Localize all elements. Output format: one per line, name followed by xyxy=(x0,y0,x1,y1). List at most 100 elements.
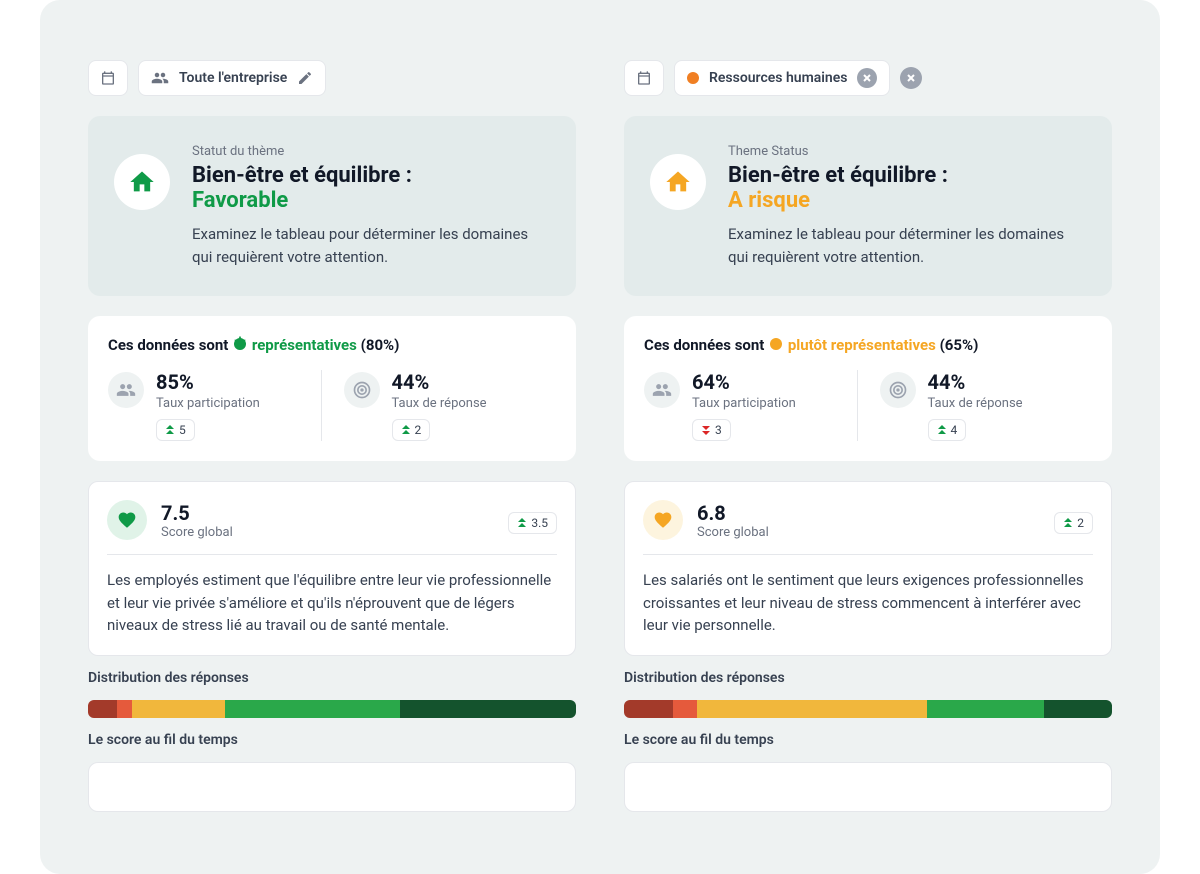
distribution-bar xyxy=(88,700,576,718)
people-icon xyxy=(151,69,169,87)
time-series-card xyxy=(88,762,576,812)
remove-filter-button[interactable] xyxy=(857,68,877,88)
certified-badge-icon xyxy=(232,336,248,356)
chevron-up-icon xyxy=(517,518,527,528)
score-delta: 3.5 xyxy=(508,512,557,534)
target-icon xyxy=(888,380,908,400)
time-series-card xyxy=(624,762,1112,812)
theme-status-card: Statut du thème Bien-être et équilibre :… xyxy=(88,116,576,296)
response-metric: 44% Taux de réponse 2 xyxy=(321,370,557,441)
metric-texts: 85% Taux participation 5 xyxy=(156,370,260,441)
dashboard-container: Toute l'entreprise Statut du thème Bien-… xyxy=(40,0,1160,874)
participation-metric: 64% Taux participation 3 xyxy=(644,370,857,441)
scope-filter-chip[interactable]: Ressources humaines xyxy=(674,60,890,96)
delta-value: 3 xyxy=(715,423,722,437)
right-column: Ressources humaines Theme Status Bien-êt… xyxy=(624,60,1112,874)
scope-filter-button[interactable]: Toute l'entreprise xyxy=(138,60,326,96)
score-card: 6.8 Score global 2 Les salariés ont le s… xyxy=(624,481,1112,656)
status-texts: Theme Status Bien-être et équilibre : A … xyxy=(728,144,1086,268)
calendar-button[interactable] xyxy=(88,60,128,96)
distribution-segment xyxy=(400,700,576,718)
home-icon xyxy=(664,168,692,196)
time-series-label: Le score au fil du temps xyxy=(88,732,576,748)
score-value: 6.8 xyxy=(697,501,1040,525)
participation-value: 85% xyxy=(156,370,260,394)
metrics-row: 85% Taux participation 5 44% Taux xyxy=(108,370,556,441)
response-delta: 4 xyxy=(928,419,967,441)
chevron-up-icon xyxy=(165,425,175,435)
score-card: 7.5 Score global 3.5 Les employés estime… xyxy=(88,481,576,656)
chevron-up-icon xyxy=(1063,518,1073,528)
certified-badge-icon xyxy=(768,336,784,356)
distribution-label: Distribution des réponses xyxy=(624,670,1112,686)
metric-texts: 44% Taux de réponse 2 xyxy=(392,370,487,441)
status-title: Bien-être et équilibre : xyxy=(728,163,1086,188)
score-delta: 2 xyxy=(1054,512,1093,534)
target-icon-wrap xyxy=(880,372,916,408)
score-value: 7.5 xyxy=(161,501,494,525)
left-column: Toute l'entreprise Statut du thème Bien-… xyxy=(88,60,576,874)
distribution-segment xyxy=(673,700,697,718)
heart-icon-wrap xyxy=(107,500,147,540)
representativity-card: Ces données sont représentatives (80%) 8… xyxy=(88,316,576,461)
status-texts: Statut du thème Bien-être et équilibre :… xyxy=(192,144,550,268)
people-icon-wrap xyxy=(644,372,680,408)
metric-texts: 44% Taux de réponse 4 xyxy=(928,370,1023,441)
rep-pct: (65%) xyxy=(940,336,979,354)
chevron-down-icon xyxy=(701,425,711,435)
distribution-segment xyxy=(927,700,1044,718)
participation-metric: 85% Taux participation 5 xyxy=(108,370,321,441)
distribution-segment xyxy=(132,700,225,718)
distribution-segment xyxy=(88,700,117,718)
status-icon-wrap xyxy=(114,154,170,210)
scope-filter-label: Toute l'entreprise xyxy=(179,70,287,86)
metrics-row: 64% Taux participation 3 44% Taux xyxy=(644,370,1092,441)
score-titles: 7.5 Score global xyxy=(161,501,494,540)
score-label: Score global xyxy=(697,525,1040,540)
heart-icon-wrap xyxy=(643,500,683,540)
rep-word: plutôt représentatives xyxy=(788,336,936,354)
distribution-segment xyxy=(117,700,132,718)
people-icon xyxy=(652,380,672,400)
participation-delta: 3 xyxy=(692,419,731,441)
status-overline: Theme Status xyxy=(728,144,1086,159)
rep-pct: (80%) xyxy=(361,336,400,354)
status-title: Bien-être et équilibre : xyxy=(192,163,550,188)
participation-delta: 5 xyxy=(156,419,195,441)
status-overline: Statut du thème xyxy=(192,144,550,159)
distribution-segment xyxy=(1044,700,1112,718)
score-body: Les salariés ont le sentiment que leurs … xyxy=(643,555,1093,637)
close-icon xyxy=(906,73,916,83)
score-head: 6.8 Score global 2 xyxy=(643,500,1093,555)
rep-word: représentatives xyxy=(252,336,357,354)
response-label: Taux de réponse xyxy=(392,396,487,411)
calendar-button[interactable] xyxy=(624,60,664,96)
home-icon xyxy=(128,168,156,196)
status-description: Examinez le tableau pour déterminer les … xyxy=(728,223,1086,268)
representativity-line: Ces données sont plutôt représentatives … xyxy=(644,336,1092,356)
distribution-segment xyxy=(624,700,673,718)
delta-value: 4 xyxy=(951,423,958,437)
edit-icon xyxy=(297,70,313,86)
response-value: 44% xyxy=(928,370,1023,394)
chevron-up-icon xyxy=(401,425,411,435)
participation-value: 64% xyxy=(692,370,796,394)
response-value: 44% xyxy=(392,370,487,394)
distribution-segment xyxy=(697,700,926,718)
participation-label: Taux participation xyxy=(156,396,260,411)
score-head: 7.5 Score global 3.5 xyxy=(107,500,557,555)
filter-row: Toute l'entreprise xyxy=(88,60,576,96)
distribution-label: Distribution des réponses xyxy=(88,670,576,686)
status-description: Examinez le tableau pour déterminer les … xyxy=(192,223,550,268)
heart-icon xyxy=(117,510,137,530)
delta-value: 3.5 xyxy=(531,516,548,530)
people-icon-wrap xyxy=(108,372,144,408)
response-metric: 44% Taux de réponse 4 xyxy=(857,370,1093,441)
filter-dot-icon xyxy=(687,72,699,84)
metric-texts: 64% Taux participation 3 xyxy=(692,370,796,441)
scope-filter-label: Ressources humaines xyxy=(709,70,847,86)
close-icon xyxy=(862,73,872,83)
clear-all-filters-button[interactable] xyxy=(900,67,922,89)
score-titles: 6.8 Score global xyxy=(697,501,1040,540)
response-delta: 2 xyxy=(392,419,431,441)
